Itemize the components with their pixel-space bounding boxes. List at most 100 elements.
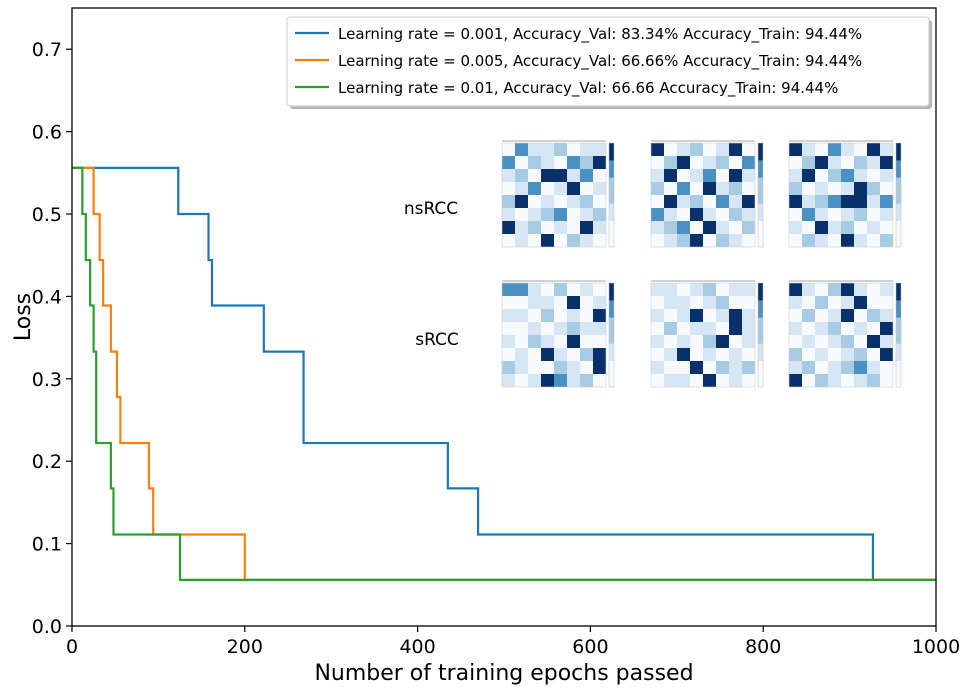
colorbar-segment xyxy=(609,195,614,205)
colorbar-segment xyxy=(609,221,614,231)
colorbar-segment xyxy=(896,361,901,371)
heatmap-cell xyxy=(593,169,606,182)
y-tick-label: 0.5 xyxy=(32,204,62,226)
y-tick-label: 0.3 xyxy=(32,369,62,391)
heatmap-cell xyxy=(867,309,880,322)
heatmap-cell xyxy=(716,348,729,361)
heatmap-cell xyxy=(677,208,690,221)
heatmap-cell xyxy=(828,348,841,361)
heatmap-cell xyxy=(541,335,554,348)
heatmap-cell xyxy=(690,143,703,156)
series-line-1 xyxy=(72,166,936,581)
heatmap-cell xyxy=(729,156,742,169)
colorbar-segment xyxy=(609,160,614,170)
heatmap-cell xyxy=(541,156,554,169)
heatmap-cell xyxy=(580,283,593,296)
heatmap-cell xyxy=(515,195,528,208)
heatmap-cell xyxy=(789,195,802,208)
colorbar-segment xyxy=(758,212,763,222)
heatmap-cell xyxy=(528,195,541,208)
heatmap-cell xyxy=(742,374,755,387)
colorbar-segment xyxy=(896,283,901,293)
heatmap-cell xyxy=(580,195,593,208)
heatmap-cell xyxy=(554,182,567,195)
series-layer xyxy=(72,166,936,581)
heatmap-cell xyxy=(703,143,716,156)
heatmap-cell xyxy=(580,182,593,195)
y-tick-label: 0.6 xyxy=(32,122,62,144)
x-tick-label: 200 xyxy=(227,636,263,658)
heatmap-cell xyxy=(802,309,815,322)
heatmap-cell xyxy=(841,309,854,322)
heatmap-cell xyxy=(580,296,593,309)
heatmap-cell xyxy=(593,143,606,156)
heatmap-inset xyxy=(501,140,902,388)
heatmap-cell xyxy=(651,309,664,322)
y-tick-label: 0.7 xyxy=(32,39,62,61)
heatmap-cell xyxy=(580,374,593,387)
colorbar-segment xyxy=(896,212,901,222)
heatmap-cell xyxy=(651,361,664,374)
heatmap-cell xyxy=(880,182,893,195)
colorbar-segment xyxy=(758,283,763,293)
heatmap-cell xyxy=(729,234,742,247)
heatmap-cell xyxy=(867,169,880,182)
heatmap-cell xyxy=(554,234,567,247)
colorbar-segment xyxy=(609,361,614,371)
heatmap-border xyxy=(788,282,894,388)
heatmap-cell xyxy=(528,322,541,335)
heatmap-cell xyxy=(677,283,690,296)
heatmap-cell xyxy=(541,221,554,234)
heatmap-cell xyxy=(541,283,554,296)
heatmap-cell xyxy=(802,169,815,182)
heatmap-cell xyxy=(815,156,828,169)
heatmap-cell xyxy=(664,143,677,156)
heatmap-cell xyxy=(677,374,690,387)
colorbar-segment xyxy=(758,160,763,170)
colorbar-segment xyxy=(896,195,901,205)
colorbar-segment xyxy=(896,326,901,336)
heatmap-cell xyxy=(502,156,515,169)
colorbar-segment xyxy=(896,291,901,301)
heatmap-cell xyxy=(789,143,802,156)
heatmap-cell xyxy=(880,322,893,335)
heatmap-cell xyxy=(729,143,742,156)
heatmap-cell xyxy=(690,169,703,182)
heatmap-cell xyxy=(716,182,729,195)
heatmap-cell xyxy=(593,283,606,296)
heatmap-cell xyxy=(841,208,854,221)
heatmap-cell xyxy=(502,195,515,208)
colorbar-segment xyxy=(758,229,763,239)
colorbar-segment xyxy=(609,229,614,239)
heatmap-cell xyxy=(502,296,515,309)
heatmap-cell xyxy=(841,182,854,195)
colorbar-segment xyxy=(896,186,901,196)
heatmap-cell xyxy=(651,182,664,195)
heatmap-cell xyxy=(880,221,893,234)
heatmap-cell xyxy=(729,208,742,221)
heatmap-cell xyxy=(677,335,690,348)
colorbar-segment xyxy=(609,169,614,179)
heatmap-cell xyxy=(580,169,593,182)
heatmap-cell xyxy=(541,309,554,322)
heatmap-cell xyxy=(854,221,867,234)
heatmap-cell xyxy=(554,143,567,156)
x-axis: 0 200 400 600 800 1000 xyxy=(66,626,960,658)
colorbar-segment xyxy=(758,317,763,327)
heatmap-cell xyxy=(789,335,802,348)
heatmap-cell xyxy=(789,322,802,335)
heatmap-cell xyxy=(502,143,515,156)
heatmap-cell xyxy=(828,182,841,195)
heatmap-cell xyxy=(515,361,528,374)
heatmap-cell xyxy=(815,283,828,296)
heatmap-cell xyxy=(880,374,893,387)
colorbar-border xyxy=(895,282,902,388)
heatmap-cell xyxy=(515,169,528,182)
heatmap-cell xyxy=(664,374,677,387)
heatmap-cell xyxy=(515,143,528,156)
heatmap-cell xyxy=(742,322,755,335)
heatmap-cell xyxy=(742,234,755,247)
heatmap-cell xyxy=(867,296,880,309)
heatmap-cell xyxy=(593,195,606,208)
